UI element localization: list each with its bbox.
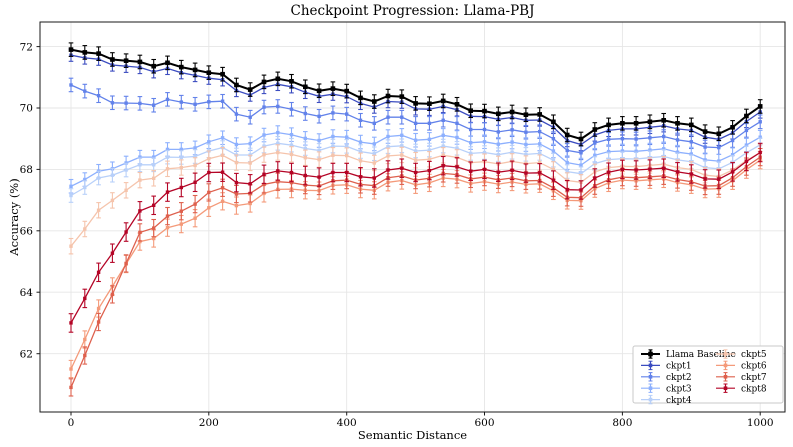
y-tick-label: 62: [20, 348, 33, 360]
x-ticks: [70, 412, 761, 416]
legend-frame: [632, 345, 784, 404]
legend-entry-ckpt8: ckpt8: [716, 383, 767, 394]
plot-border: [39, 21, 786, 413]
legend-label: ckpt3: [666, 384, 692, 394]
legend-entry-ckpt3: ckpt3: [641, 383, 692, 394]
markers-llama-baseline: [68, 47, 763, 142]
x-tick-labels: 0 200 400 600 800 1000: [68, 417, 774, 429]
legend-label: ckpt2: [666, 373, 692, 383]
x-axis-label: Semantic Distance: [357, 428, 468, 442]
series-ckpt5: [68, 144, 763, 255]
y-ticks: [36, 46, 40, 355]
y-tick-label: 72: [20, 41, 33, 53]
series-llama-baseline: [68, 42, 763, 147]
error-bars-llama-baseline: [68, 42, 763, 147]
legend-label: ckpt4: [666, 396, 692, 406]
chart-title: Checkpoint Progression: Llama-PBJ: [290, 3, 535, 19]
markers-ckpt2: [69, 83, 762, 155]
legend-entry-llama-baseline: Llama Baseline: [641, 349, 736, 360]
x-tick-label: 400: [337, 417, 357, 429]
legend-entry-ckpt2: ckpt2: [641, 372, 692, 383]
x-tick-label: 1000: [747, 417, 774, 429]
legend-entry-ckpt1: ckpt1: [641, 360, 692, 372]
legend-entry-ckpt4: ckpt4: [641, 394, 692, 406]
y-tick-label: 66: [20, 226, 34, 238]
markers-ckpt8: [69, 150, 762, 325]
y-tick-label: 70: [20, 103, 33, 115]
y-tick-label: 64: [20, 287, 34, 299]
legend-entry-ckpt5: ckpt5: [716, 349, 767, 360]
x-tick-label: 200: [199, 417, 219, 429]
x-tick-label: 600: [474, 417, 494, 429]
legend-label: Llama Baseline: [666, 350, 736, 360]
x-tick-label: 0: [68, 417, 75, 429]
legend-entry-ckpt7: ckpt7: [716, 372, 767, 383]
legend-label: ckpt8: [741, 384, 767, 394]
x-tick-label: 800: [612, 417, 632, 429]
legend-label: ckpt6: [741, 362, 767, 372]
legend-label: ckpt1: [666, 362, 692, 372]
y-tick-labels: 62 64 66 68 70 72: [20, 41, 34, 360]
legend-label: ckpt7: [741, 373, 767, 383]
series-ckpt2: [68, 77, 763, 161]
legend-entry-ckpt6: ckpt6: [716, 360, 767, 372]
legend-label: ckpt5: [741, 350, 767, 360]
series-ckpt8: [68, 142, 763, 333]
y-tick-label: 68: [20, 164, 33, 176]
